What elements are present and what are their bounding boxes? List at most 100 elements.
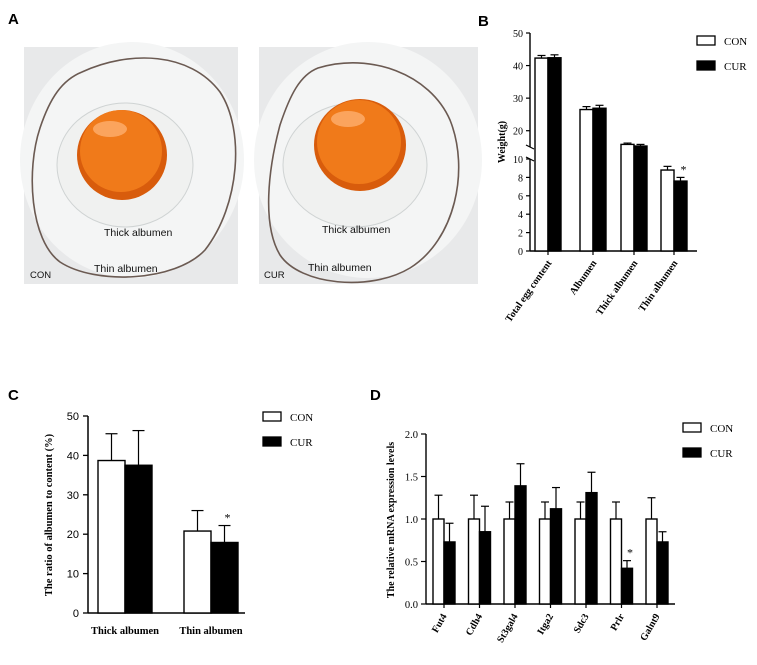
y-tick-label: 0.5: [405, 558, 418, 569]
y-tick-label: 10: [513, 155, 523, 166]
panel-b-letter: B: [478, 13, 489, 30]
thin-albumen-outline: [267, 62, 460, 284]
thin-albumen-outline: [31, 57, 237, 278]
group-label: CUR: [264, 270, 285, 281]
bar-con-itga2: [538, 518, 552, 605]
panel-a-letter: A: [8, 11, 19, 28]
y-tick-label: 0: [518, 247, 523, 258]
y-axis-title: Weight(g): [497, 121, 508, 163]
yolk-highlight: [331, 111, 365, 127]
legend-swatch-con: [262, 411, 282, 422]
egg-photo-cur: Thick albumen Thin albumen CUR: [254, 42, 482, 284]
legend-swatch-cur: [696, 60, 716, 71]
significance-mark: *: [627, 546, 633, 560]
y-tick-label: 2.0: [405, 430, 418, 441]
y-tick-label: 6: [518, 192, 523, 203]
y-tick-label: 50: [513, 29, 523, 40]
legend-label-cur: CUR: [724, 61, 747, 73]
legend-label-con: CON: [724, 36, 747, 48]
yolk: [80, 110, 162, 192]
bar-con-sdc3: [574, 518, 587, 605]
yolk: [317, 100, 401, 184]
x-tick-label: Thick albumen: [594, 258, 640, 318]
y-tick-label: 30: [67, 490, 79, 502]
x-tick-label: Sdc3: [572, 612, 592, 635]
x-tick-label: Thin albumen: [179, 626, 242, 637]
bar-cur-fut4: [443, 541, 456, 605]
y-axis-title: The ratio of albumen to content (%): [44, 433, 55, 596]
bar-cur-st3gal4: [514, 485, 527, 605]
bar-cur-prlr: [620, 567, 634, 605]
x-tick-label: Fut4: [430, 612, 450, 635]
x-tick-label: Galnt9: [638, 612, 662, 643]
axis-break-mark: [525, 144, 535, 150]
bar-cur-cdh4: [478, 531, 492, 605]
bar-con-total-egg-content: [534, 57, 549, 252]
bar-con-thin-albumen: [183, 530, 212, 614]
bar-cur-galnt9: [656, 541, 669, 605]
legend-label-con: CON: [290, 412, 313, 424]
bar-con-thick-albumen: [97, 459, 126, 614]
y-tick-label: 0: [73, 608, 79, 620]
x-tick-label: Prlr: [609, 612, 628, 633]
y-tick-label: 1.5: [405, 473, 418, 484]
egg-photo-con: Thick albumen Thin albumen CON: [20, 42, 244, 284]
chart-d-mrna-expression: 0.0 0.5 1.0 1.5 2.0 The relative mRNA express…: [386, 422, 733, 645]
y-axis-title: The relative mRNA expression levels: [386, 442, 397, 598]
legend-swatch-cur: [262, 436, 282, 447]
x-tick-label: Total egg content: [504, 258, 555, 325]
bar-con-fut4: [432, 518, 445, 605]
bar-cur-thick-albumen: [124, 464, 153, 614]
panel-c-letter: C: [8, 387, 19, 404]
bar-cur-thick-albumen: [633, 145, 648, 252]
chart-b-weights: 0 2 4 6 8 10 20 30 40 50 Weight(g) * Total egg conte…: [497, 29, 747, 324]
legend-label-cur: CUR: [710, 448, 733, 460]
y-tick-label: 10: [67, 569, 79, 581]
significance-mark: *: [681, 162, 687, 176]
bar-con-thin-albumen: [660, 169, 675, 252]
y-tick-label: 50: [67, 411, 79, 423]
y-tick-label: 0.0: [405, 600, 418, 611]
bar-con-cdh4: [467, 518, 481, 605]
thin-albumen-label: Thin albumen: [308, 262, 372, 274]
y-tick-label: 40: [513, 62, 523, 73]
x-tick-label: Cdh4: [464, 612, 485, 638]
significance-mark: *: [225, 511, 231, 525]
x-tick-label: St3gal4: [495, 612, 520, 645]
legend-label-cur: CUR: [290, 437, 313, 449]
bar-cur-thin-albumen: [673, 180, 688, 252]
bar-cur-thin-albumen: [210, 541, 239, 614]
bar-cur-sdc3: [585, 491, 598, 605]
bar-con-prlr: [609, 518, 623, 605]
legend-swatch-con: [682, 422, 702, 433]
x-tick-label: Itga2: [535, 612, 556, 637]
thick-albumen-label: Thick albumen: [104, 227, 172, 239]
legend-label-con: CON: [710, 423, 733, 435]
y-tick-label: 40: [67, 450, 79, 462]
x-tick-label: Thick albumen: [91, 626, 159, 637]
bar-cur-itga2: [549, 508, 563, 605]
y-tick-label: 30: [513, 94, 523, 105]
legend-swatch-con: [696, 35, 716, 46]
x-tick-label: Albumen: [568, 258, 600, 297]
y-tick-label: 20: [513, 127, 523, 138]
thick-albumen-label: Thick albumen: [322, 224, 390, 236]
y-tick-label: 2: [518, 229, 523, 240]
y-tick-label: 1.0: [405, 515, 418, 526]
bar-cur-albumen: [592, 107, 607, 252]
yolk-highlight: [93, 121, 127, 137]
x-tick-label: Thin albumen: [637, 258, 681, 314]
bar-con-galnt9: [645, 518, 658, 605]
y-tick-label: 8: [518, 173, 523, 184]
bar-con-thick-albumen: [620, 143, 635, 252]
chart-c-albumen-ratio: 0 10 20 30 40 50 The ratio of albumen to conte…: [44, 411, 313, 637]
thin-albumen-label: Thin albumen: [94, 263, 158, 275]
bar-con-albumen: [579, 108, 594, 252]
group-label: CON: [30, 270, 51, 281]
y-tick-label: 4: [518, 210, 523, 221]
y-tick-label: 20: [67, 529, 79, 541]
legend-swatch-cur: [682, 447, 702, 458]
bar-cur-total-egg-content: [547, 57, 562, 252]
bar-con-st3gal4: [503, 518, 516, 605]
